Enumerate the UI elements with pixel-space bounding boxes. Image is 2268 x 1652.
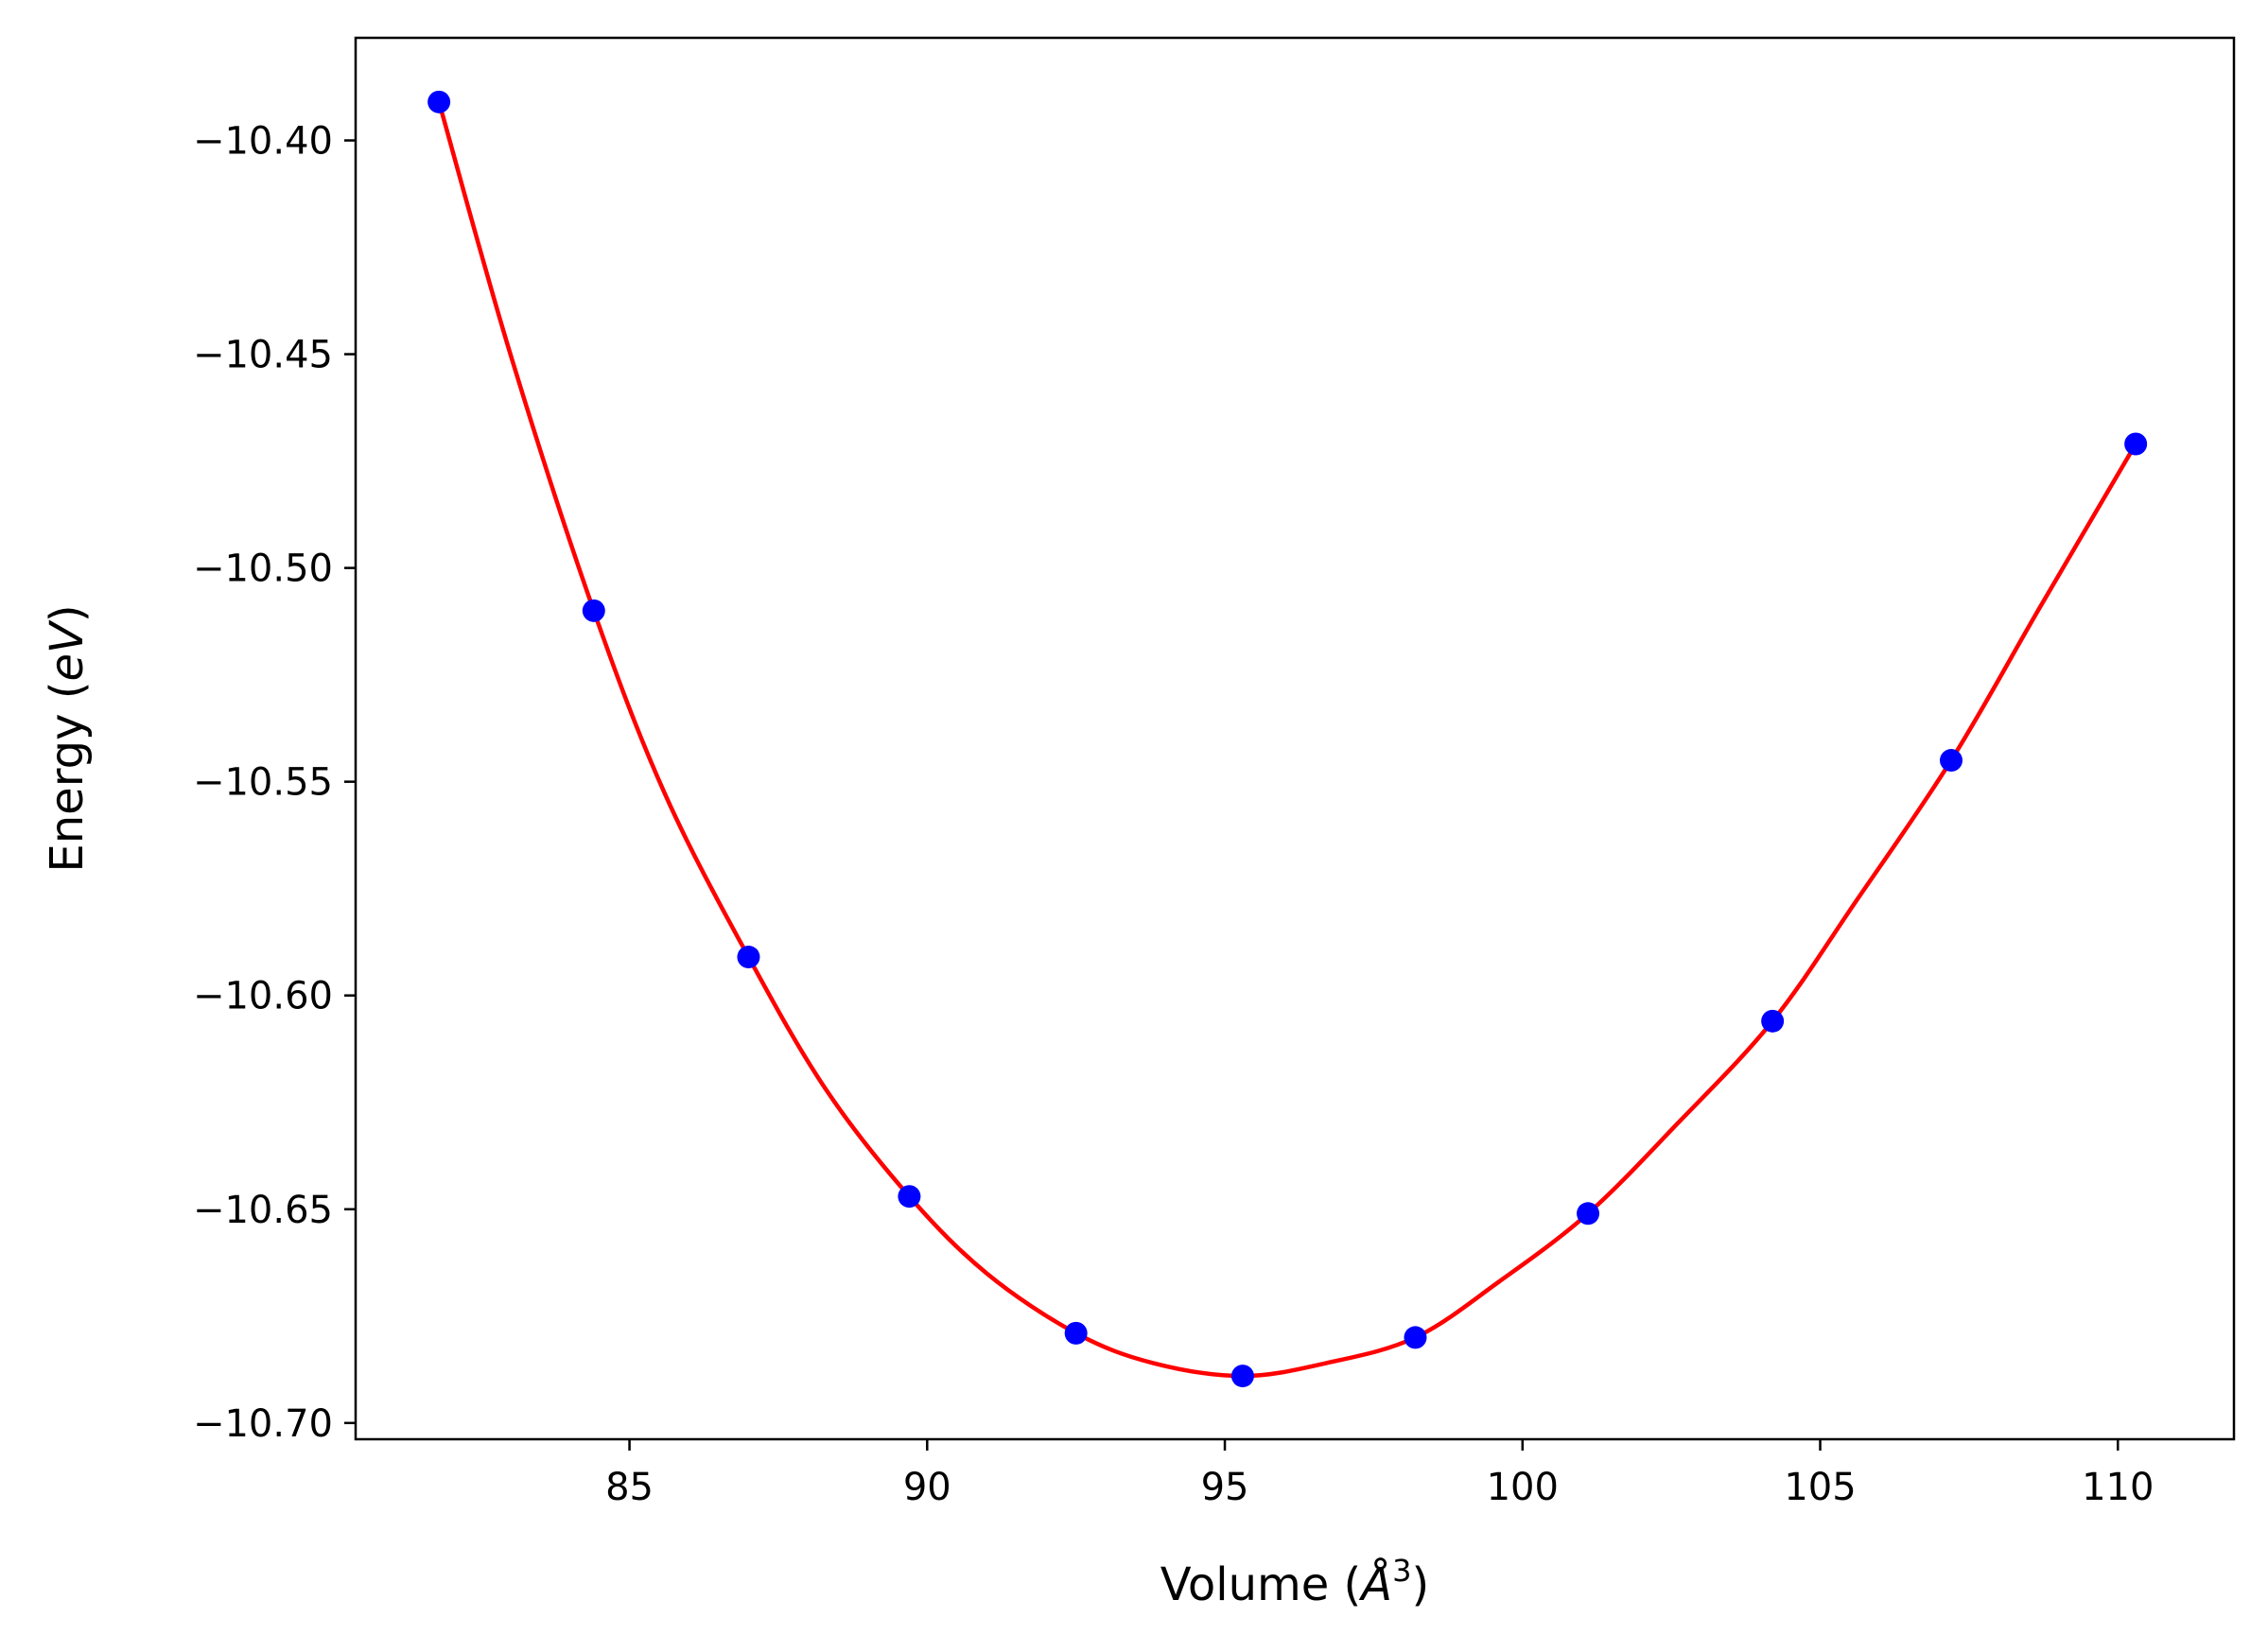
x-axis-label: Volume (Å3) [1160, 1553, 1429, 1611]
data-point [582, 599, 605, 622]
y-tick-label: −10.70 [193, 1402, 333, 1446]
data-point [2124, 432, 2148, 456]
y-axis-label: Energy (eV) [41, 604, 94, 872]
y-axis-label-unit: eV [41, 619, 94, 682]
y-tick-label: −10.45 [193, 334, 333, 377]
y-tick-label: −10.60 [193, 975, 333, 1018]
data-point [1064, 1321, 1088, 1345]
y-tick-label: −10.65 [193, 1189, 333, 1232]
fit-curve-line [436, 99, 2138, 1379]
x-tick-label: 105 [1784, 1466, 1856, 1509]
data-point [427, 90, 451, 113]
x-tick-label: 90 [903, 1466, 951, 1509]
x-tick-label: 95 [1201, 1466, 1249, 1509]
plot-frame [354, 36, 2236, 1441]
x-tick-label: 110 [2082, 1466, 2154, 1509]
x-tick-label: 85 [605, 1466, 654, 1509]
data-point [1940, 749, 1963, 773]
data-point [1577, 1202, 1600, 1226]
x-axis-ticks: 85 90 95 100 105 110 [605, 1439, 2154, 1509]
data-point [1404, 1326, 1427, 1349]
y-tick-label: −10.40 [193, 120, 333, 164]
x-tick-label: 100 [1487, 1466, 1559, 1509]
plot-marks [427, 90, 2148, 1388]
y-axis-label-prefix: Energy ( [41, 682, 94, 873]
y-axis-ticks: −10.40 −10.45 −10.50 −10.55 −10.60 −10.65 −10.… [193, 120, 356, 1446]
x-axis-label-suffix: ) [1411, 1558, 1429, 1611]
x-axis-label-superscript: 3 [1392, 1553, 1411, 1589]
y-tick-label: −10.55 [193, 761, 333, 805]
y-axis-label-suffix: ) [41, 604, 94, 622]
data-point [1761, 1009, 1785, 1033]
data-point [1230, 1365, 1254, 1388]
y-tick-label: −10.50 [193, 548, 333, 591]
data-point [737, 946, 760, 969]
data-point [898, 1185, 921, 1209]
x-axis-label-symbol: Å [1358, 1557, 1392, 1611]
x-axis-label-prefix: Volume ( [1160, 1558, 1362, 1611]
